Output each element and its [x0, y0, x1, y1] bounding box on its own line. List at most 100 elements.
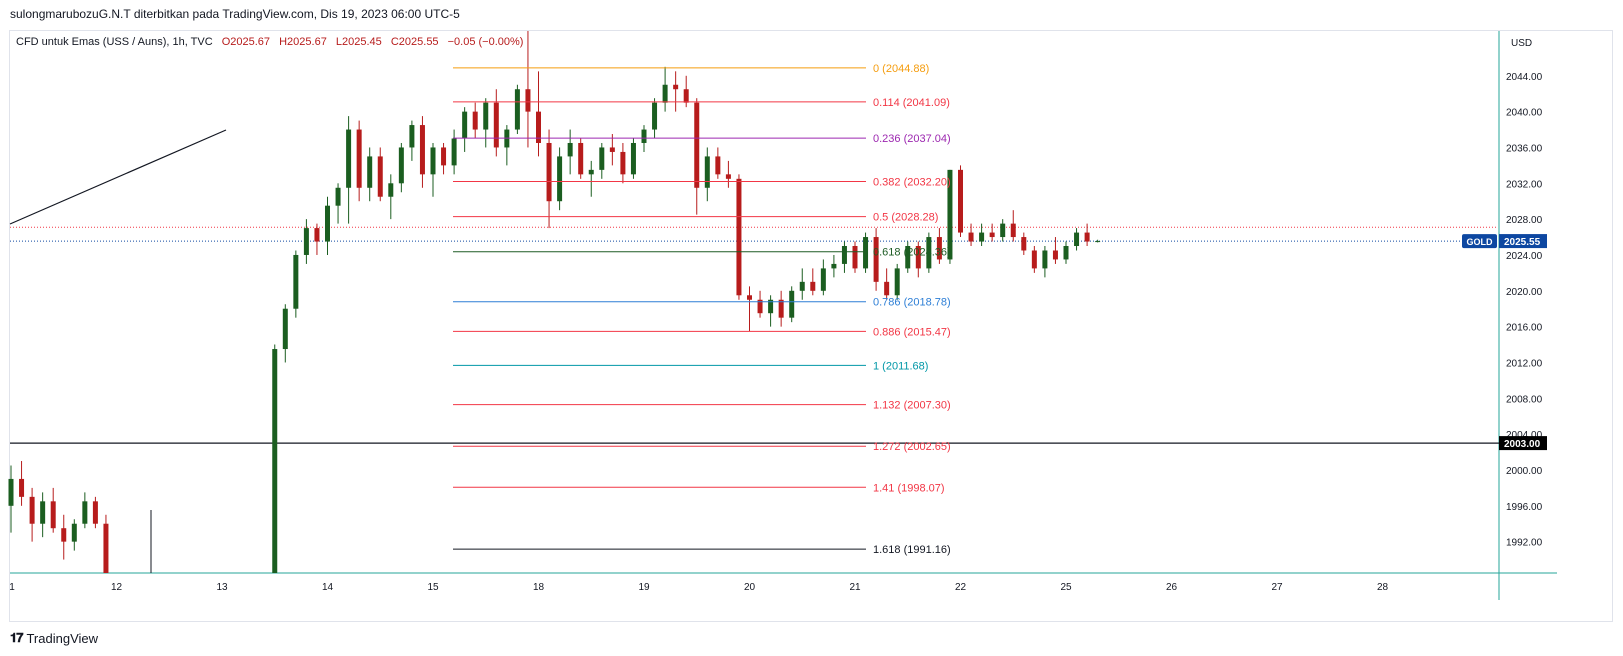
candle-body [325, 205, 330, 242]
candle-body [293, 254, 299, 309]
tradingview-logo-icon: 𝟏𝟕 [10, 630, 24, 645]
candle-body [1021, 237, 1027, 251]
axes: 1992.00 1996.00 2000.00 2004.00 2008.00 2012.… [9, 38, 1547, 593]
candle-body [525, 89, 531, 112]
x-tick-label: 12 [111, 582, 123, 593]
currency-label: USD [1511, 38, 1532, 49]
candle-body [652, 102, 658, 130]
candle-body [599, 147, 605, 170]
trend-line[interactable] [9, 129, 227, 225]
candle-body [810, 281, 816, 291]
y-tick-label: 2024.00 [1506, 251, 1543, 262]
symbol-badge [1462, 234, 1497, 249]
candle-body [335, 187, 341, 206]
y-tick-label: 1996.00 [1506, 502, 1543, 513]
candle-body [873, 237, 879, 282]
candle-body [71, 523, 77, 542]
candles [8, 31, 1101, 573]
candle-body [841, 246, 847, 264]
candle-body [936, 237, 942, 260]
candle-body [398, 147, 404, 184]
candle-body [968, 232, 974, 242]
drawings[interactable] [9, 129, 1499, 444]
candle-body [641, 129, 647, 143]
chart-frame [9, 30, 1613, 622]
legend-change: −0.05 (−0.00%) [448, 36, 524, 48]
candle-body [588, 169, 594, 175]
candle-body [356, 129, 362, 188]
candle-body [430, 147, 436, 175]
candle-body [1010, 223, 1016, 238]
fib-level-label: 0.5 (2028.28) [873, 212, 938, 224]
fib-level-label: 0 (2044.88) [873, 63, 929, 75]
fib-level-label: 0.786 (2018.78) [873, 297, 951, 309]
horizontal-line-badge [1499, 436, 1547, 451]
candle-body [704, 156, 710, 188]
candle-body [546, 142, 552, 202]
fib-level-label: 1.272 (2002.65) [873, 441, 951, 453]
y-tick-label: 2016.00 [1506, 323, 1543, 334]
x-tick-label: 21 [849, 582, 861, 593]
publication-attribution: sulongmarubozuG.N.T diterbitkan pada Tra… [10, 7, 460, 21]
fibonacci-retracement[interactable]: 0 (2044.88) 0.114 (2041.09) 0.236 (2037.04… [453, 63, 951, 556]
candle-body [40, 501, 46, 524]
y-tick-label: 2032.00 [1506, 179, 1543, 190]
fib-level-label: 0.236 (2037.04) [873, 133, 951, 145]
candle-body [493, 102, 499, 148]
candle-body [989, 232, 995, 238]
candle-body [8, 478, 14, 506]
candle-body [82, 501, 88, 524]
legend-low: L2025.45 [336, 36, 382, 48]
horizontal-line-label: 2003.00 [1504, 439, 1541, 450]
candle-body [768, 299, 774, 314]
x-tick-label: 26 [1166, 582, 1178, 593]
brand-name: TradingView [26, 630, 99, 646]
y-tick-label: 2020.00 [1506, 287, 1543, 298]
fib-level-label: 0.382 (2032.20) [873, 177, 951, 189]
candle-body [789, 290, 795, 318]
candle-body [905, 246, 911, 269]
candle-body [377, 156, 383, 197]
candle-body [483, 102, 489, 130]
candle-body [609, 147, 615, 152]
legend-open: O2025.67 [222, 36, 270, 48]
candle-body [863, 237, 869, 269]
candle-body [1000, 223, 1006, 238]
x-tick-label: 27 [1271, 582, 1283, 593]
candle-body [514, 89, 520, 130]
candle-body [536, 111, 541, 143]
candle-body [947, 169, 953, 260]
y-tick-label: 2028.00 [1506, 215, 1543, 226]
fib-level-label: 1 (2011.68) [873, 360, 928, 372]
x-tick-label: 25 [1060, 582, 1072, 593]
candle-body [282, 308, 288, 350]
x-tick-label: 1 [9, 582, 15, 593]
candle-body [346, 129, 352, 188]
candle-body [1042, 250, 1048, 269]
candle-body [272, 349, 278, 573]
x-tick-label: 19 [638, 582, 650, 593]
candle-body [29, 496, 35, 524]
fib-level-label: 1.132 (2007.30) [873, 400, 951, 412]
candle-body [50, 501, 56, 529]
candle-body [557, 156, 563, 202]
y-tick-label: 2040.00 [1506, 108, 1543, 119]
candle-body [314, 228, 320, 242]
candle-body [1031, 250, 1037, 269]
x-tick-label: 14 [322, 582, 334, 593]
candle-body [441, 147, 447, 166]
footer: 𝟏𝟕 TradingView [10, 630, 98, 646]
candle-body [1084, 232, 1090, 242]
symbol-badge-label: GOLD [1467, 237, 1493, 247]
candle-body [831, 263, 837, 269]
candle-body [567, 142, 573, 157]
legend-high: H2025.67 [279, 36, 327, 48]
x-tick-label: 13 [216, 582, 228, 593]
legend-symbol: CFD untuk Emas (USS / Auns), 1h, TVC [16, 36, 213, 48]
y-tick-label: 2044.00 [1506, 72, 1543, 83]
candle-body [92, 501, 98, 524]
y-tick-label: 2004.00 [1506, 430, 1543, 441]
candle-body [884, 281, 890, 296]
grid [10, 31, 1557, 600]
